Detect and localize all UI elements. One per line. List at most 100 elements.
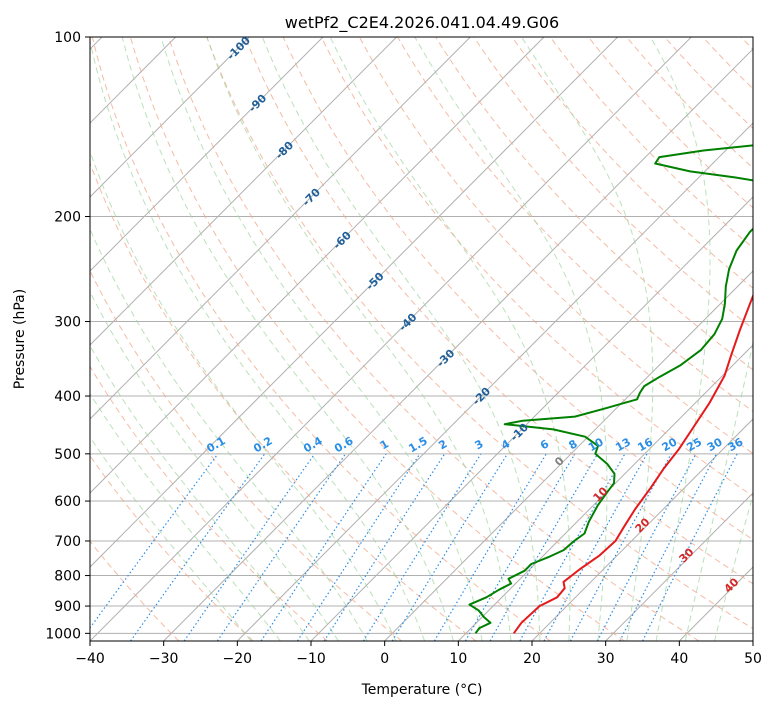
y-tick-label: 900	[54, 599, 81, 615]
x-tick-label: −30	[149, 651, 179, 667]
x-tick-label: −10	[296, 651, 326, 667]
isotherm-line	[90, 37, 397, 346]
dry-adiabat-label: 30	[677, 545, 697, 565]
isotherm-line	[90, 37, 618, 568]
dry-adiabat-line	[90, 269, 403, 641]
dry-adiabat-line	[90, 454, 254, 641]
isotherm-line	[90, 37, 471, 420]
mixing-ratio-line	[216, 453, 346, 641]
y-axis-label: Pressure (hPa)	[12, 289, 28, 389]
moist-adiabat-line	[160, 37, 483, 641]
dry-adiabat-line	[397, 37, 753, 413]
dry-adiabat-label: 20	[633, 515, 653, 535]
x-tick-label: 40	[670, 651, 688, 667]
mixing-ratio-line	[464, 453, 576, 641]
dry-adiabat-line	[244, 37, 753, 585]
mixing-ratio-line	[489, 453, 599, 641]
mixing-ratio-label: 13	[613, 435, 633, 454]
moist-adiabat-line	[261, 37, 541, 641]
x-tick-label: 10	[449, 651, 467, 667]
isotherm-line	[752, 640, 753, 641]
x-tick-label: −40	[75, 651, 105, 667]
dewpoint-profile-line	[468, 144, 753, 634]
dry-adiabat-line	[130, 37, 625, 641]
moist-adiabat-line	[521, 37, 654, 641]
dry-adiabat-line	[588, 37, 753, 209]
moist-adiabat-line	[90, 39, 426, 641]
dry-adiabat-line	[511, 37, 753, 289]
isotherm-line	[90, 37, 545, 494]
mixing-ratio-line	[362, 453, 482, 641]
mixing-ratio-label: 1	[378, 437, 391, 452]
x-axis-label: Temperature (°C)	[361, 682, 483, 698]
isotherm-line	[457, 344, 753, 641]
isotherm-label: -100	[224, 34, 253, 63]
dry-adiabat-line	[282, 37, 753, 541]
mixing-ratio-label: 0.2	[251, 434, 274, 455]
mixing-ratio-label: 30	[705, 435, 725, 454]
isotherm-line	[678, 566, 753, 641]
y-tick-label: 300	[54, 315, 81, 331]
mixing-ratio-label: 10	[586, 435, 606, 454]
dry-adiabat-label: 40	[722, 575, 742, 595]
mixing-ratio-line	[260, 453, 387, 641]
isotherm-line	[163, 48, 753, 641]
x-tick-label: 20	[523, 651, 541, 667]
chart-title: wetPf2_C2E4.2026.041.04.49.G06	[285, 13, 559, 33]
dry-adiabat-line	[206, 37, 753, 630]
mixing-ratio-label: 16	[635, 435, 655, 454]
x-tick-label: 0	[380, 651, 389, 667]
dry-adiabat-line	[358, 37, 753, 455]
temperature-profile-line	[512, 293, 753, 634]
dry-adiabat-line	[91, 37, 551, 641]
mixing-ratio-label: 2	[436, 437, 449, 452]
mixing-ratio-line	[130, 453, 266, 641]
x-tick-label: 50	[744, 651, 762, 667]
dry-adiabat-line	[473, 37, 753, 330]
y-tick-label: 200	[54, 210, 81, 226]
mixing-ratio-line	[183, 453, 316, 641]
moist-adiabat-line	[650, 37, 711, 641]
mixing-ratio-label: 3	[473, 437, 486, 452]
plot-area	[90, 37, 753, 641]
isotherm-line	[236, 122, 753, 641]
isotherm-line	[90, 37, 250, 198]
mixing-ratio-line	[596, 453, 697, 641]
y-tick-label: 500	[54, 447, 81, 463]
isotherm-line	[310, 196, 753, 641]
dry-adiabat-line	[740, 37, 753, 51]
dry-adiabat-line	[435, 37, 753, 371]
isotherm-line	[90, 37, 324, 272]
dry-adiabat-line	[320, 37, 753, 497]
mixing-ratio-line	[90, 453, 219, 629]
dry-adiabat-line	[626, 37, 753, 169]
moist-adiabat-line	[90, 149, 397, 641]
y-tick-label: 600	[54, 494, 81, 510]
y-tick-label: 700	[54, 534, 81, 550]
moist-adiabat-line	[121, 37, 454, 641]
isotherm-line	[531, 418, 753, 641]
dry-adiabat-line	[168, 37, 700, 641]
mixing-ratio-line	[296, 453, 421, 641]
isotherm-line	[384, 270, 753, 641]
moist-adiabat-line	[90, 290, 339, 641]
moist-adiabat-line	[90, 344, 310, 641]
x-tick-label: 30	[597, 651, 615, 667]
y-tick-label: 100	[54, 30, 81, 46]
mixing-ratio-label: 8	[567, 437, 580, 452]
dry-adiabat-line	[90, 161, 477, 641]
moist-adiabat-line	[206, 37, 512, 641]
y-tick-label: 800	[54, 569, 81, 585]
moist-adiabat-line	[714, 492, 753, 641]
moist-adiabat-line	[90, 392, 281, 641]
mixing-ratio-line	[569, 453, 672, 641]
mixing-ratio-label: 6	[538, 437, 551, 452]
isotherm-line	[90, 37, 692, 641]
mixing-ratio-label: 1.5	[406, 434, 429, 455]
moist-adiabat-line	[90, 227, 368, 641]
mixing-ratio-line	[543, 453, 648, 641]
y-tick-label: 1000	[45, 626, 81, 642]
isotherm-line	[605, 492, 753, 641]
mixing-ratio-label: 0.4	[301, 434, 325, 455]
